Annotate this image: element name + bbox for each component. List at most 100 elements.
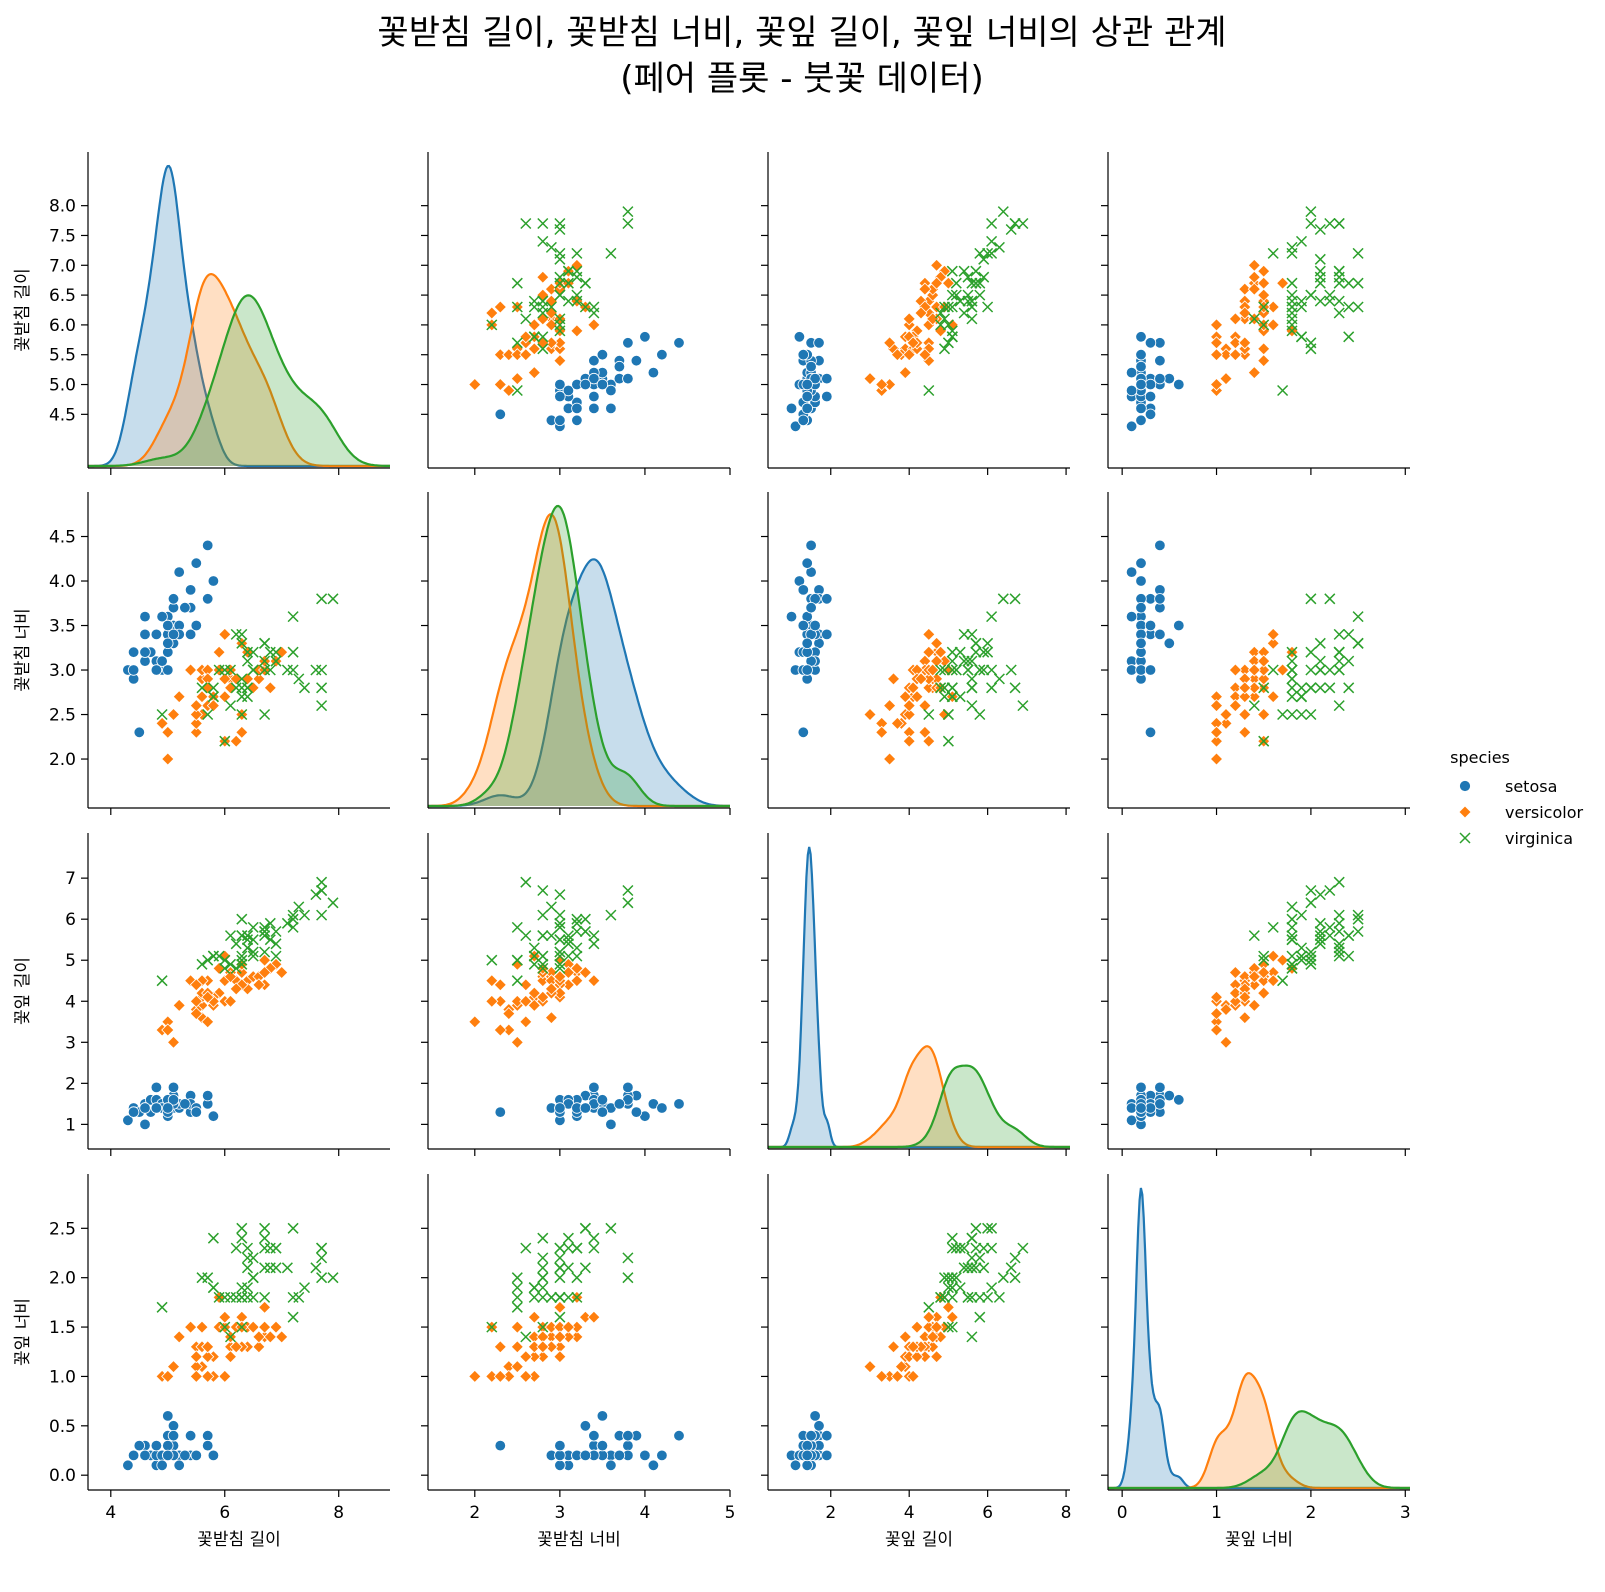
y-tick-label: 2 [65, 1074, 76, 1094]
point-setosa [554, 1439, 566, 1452]
point-versicolor [201, 990, 215, 1004]
point-versicolor [906, 1369, 920, 1383]
point-versicolor [886, 672, 901, 686]
point-virginica [605, 909, 617, 921]
point-virginica [156, 1301, 168, 1313]
point-versicolor [930, 1350, 944, 1364]
x-tick-label: 2 [1305, 1503, 1316, 1523]
point-setosa [162, 1102, 174, 1114]
point-virginica [213, 664, 225, 676]
point-versicolor [1219, 372, 1233, 386]
y-tick-label: 7.5 [49, 226, 76, 246]
point-virginica [1295, 301, 1308, 313]
point-virginica [241, 691, 254, 703]
point-setosa [801, 378, 813, 391]
point-virginica [230, 628, 242, 640]
point-virginica [966, 628, 978, 640]
point-virginica [954, 1242, 966, 1254]
point-setosa [785, 610, 798, 623]
point-virginica [562, 1232, 574, 1244]
point-virginica [1286, 930, 1298, 942]
point-virginica [986, 1282, 998, 1294]
point-virginica [1017, 1242, 1029, 1254]
point-virginica [1333, 628, 1345, 640]
point-virginica [942, 319, 954, 331]
point-virginica [554, 962, 566, 974]
x-tick-label: 8 [1061, 1503, 1072, 1523]
point-virginica [1333, 938, 1345, 950]
point-virginica [997, 593, 1009, 605]
y-axis-label: 꽃잎 길이 [13, 957, 33, 1025]
point-versicolor [1266, 627, 1280, 641]
point-setosa [588, 372, 600, 385]
point-virginica [281, 917, 293, 929]
point-virginica [1314, 253, 1326, 265]
point-versicolor [910, 1320, 924, 1334]
point-virginica [579, 301, 591, 313]
point-virginica [982, 1291, 994, 1303]
point-virginica [1324, 921, 1336, 933]
point-virginica [950, 1272, 962, 1284]
point-versicolor [1209, 725, 1224, 739]
point-virginica [946, 1321, 958, 1333]
point-versicolor [1247, 998, 1261, 1012]
point-virginica [1286, 295, 1298, 307]
kde-fill-versicolor [428, 514, 730, 806]
panel-r0-c0: 4.5 5.0 5.5 6.0 6.5 7.0 7.5 8.0 [49, 152, 390, 475]
point-versicolor [1257, 965, 1271, 980]
y-tick-label: 4 [65, 992, 76, 1012]
point-virginica [970, 265, 982, 277]
point-setosa [167, 628, 180, 641]
point-setosa [494, 1439, 507, 1452]
point-versicolor [934, 324, 948, 338]
point-setosa [162, 619, 174, 632]
point-virginica [316, 700, 328, 712]
x-axis-label: 꽃받침 너비 [537, 1530, 621, 1550]
point-virginica [1305, 884, 1317, 897]
point-versicolor [212, 961, 226, 975]
point-virginica [966, 655, 978, 667]
point-virginica [230, 1291, 242, 1303]
point-virginica [1352, 301, 1364, 313]
point-versicolor [189, 725, 203, 739]
point-virginica [1267, 247, 1279, 259]
point-virginica [997, 1272, 1009, 1284]
point-versicolor [1228, 699, 1242, 713]
point-versicolor [189, 707, 203, 722]
point-virginica [554, 217, 566, 230]
point-versicolor [536, 974, 550, 988]
panel-r3-c1: 2 3 4 5 [421, 1174, 735, 1523]
point-virginica [1286, 247, 1298, 259]
panel-r3-c0: 4 6 8 0.0 0.5 1.0 1.5 2.0 2.5 [49, 1174, 390, 1523]
point-setosa [167, 593, 180, 605]
point-setosa [494, 408, 507, 421]
point-versicolor [587, 1310, 601, 1324]
point-setosa [622, 1081, 634, 1094]
point-setosa [596, 378, 609, 391]
point-virginica [1333, 946, 1345, 958]
point-versicolor [206, 699, 220, 713]
point-versicolor [468, 1369, 482, 1383]
point-setosa [647, 366, 660, 379]
kde-line-versicolor [88, 272, 390, 468]
point-virginica [207, 682, 219, 694]
point-virginica [1286, 958, 1298, 970]
point-virginica [247, 1291, 259, 1303]
point-versicolor [1228, 986, 1242, 1000]
y-tick-label: 0.5 [49, 1417, 76, 1437]
point-versicolor [1238, 681, 1252, 695]
point-virginica [962, 655, 974, 667]
point-virginica [224, 700, 237, 712]
point-versicolor [263, 681, 277, 695]
point-virginica [511, 1291, 523, 1303]
point-virginica [1352, 277, 1364, 289]
point-versicolor [161, 752, 175, 766]
point-virginica [316, 909, 328, 921]
point-setosa [801, 1449, 813, 1462]
point-virginica [1343, 277, 1355, 289]
point-virginica [571, 925, 583, 938]
point-versicolor [941, 1300, 955, 1314]
point-setosa [797, 619, 810, 632]
point-virginica [562, 950, 574, 962]
point-setosa [805, 602, 817, 614]
